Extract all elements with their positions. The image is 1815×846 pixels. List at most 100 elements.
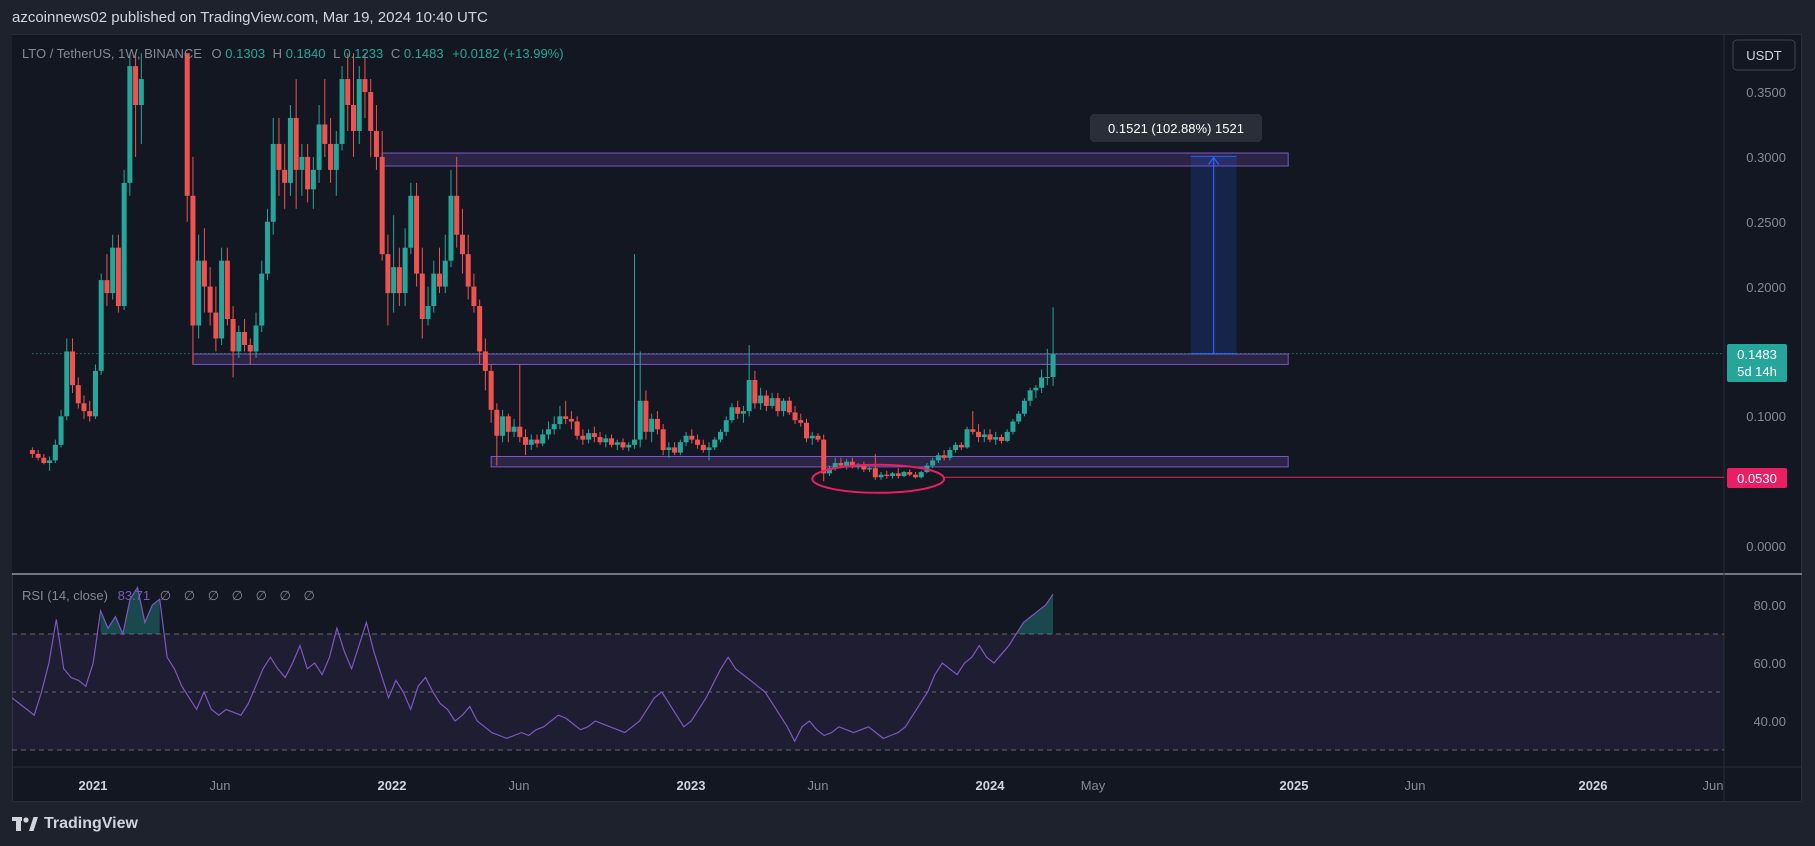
candle-body (322, 124, 328, 144)
candle-body (792, 412, 798, 421)
rsi-legend[interactable]: RSI (14, close) 83.71 ∅ ∅ ∅ ∅ ∅ ∅ ∅ (22, 588, 315, 603)
candle-body (448, 195, 454, 261)
legend-c-label: C (391, 46, 400, 61)
legend-symbol: LTO / TetherUS, 1W, BINANCE (22, 46, 202, 61)
rsi-pane[interactable] (12, 586, 1724, 751)
candle-body (895, 473, 901, 476)
candle-body (1010, 421, 1016, 432)
candle-body (867, 468, 873, 470)
candle-body (970, 429, 976, 432)
candle-body (631, 439, 637, 445)
zone-box (381, 152, 1289, 167)
price-pane[interactable] (12, 35, 1802, 801)
candle-body (138, 79, 144, 106)
candle-body (981, 434, 987, 438)
legend-h-label: H (273, 46, 282, 61)
candle-body (379, 156, 385, 255)
candle-body (695, 439, 701, 445)
tradingview-logo[interactable]: TradingView (12, 815, 138, 833)
candle-body (729, 407, 735, 421)
candle-body (614, 442, 620, 445)
candle-body (878, 474, 884, 478)
candle-body (35, 453, 41, 458)
rsi-line (12, 586, 1054, 743)
candle-body (293, 117, 299, 170)
measure-arrow-head (1208, 156, 1220, 165)
low-ellipse (811, 463, 946, 494)
candle-body (798, 420, 804, 423)
candle-body (471, 286, 477, 307)
candle-body (603, 438, 609, 443)
candle-body (832, 462, 838, 469)
candle-body (299, 156, 305, 170)
candle-body (844, 461, 850, 466)
candle-body (339, 79, 345, 144)
rsi-placeholder: ∅ (256, 588, 267, 603)
candle-body (551, 424, 557, 430)
candle-body (849, 461, 855, 467)
candle-body (1027, 390, 1033, 401)
candle-body (809, 435, 815, 439)
candle-body (190, 195, 196, 326)
candle-body (104, 280, 110, 294)
candle-body (270, 143, 276, 222)
candle-body (557, 416, 563, 425)
candle-body (201, 260, 207, 287)
candle-body (236, 331, 242, 352)
candle-body (643, 400, 649, 432)
candle-body (993, 437, 999, 440)
candle-body (781, 400, 787, 412)
candle-body (110, 247, 116, 294)
candle-body (276, 143, 282, 170)
candle-body (609, 438, 615, 445)
candle-body (64, 351, 70, 417)
candle-body (758, 395, 764, 404)
candle-body (316, 124, 322, 170)
price-tick: 0.2000 (1746, 280, 1786, 295)
candle-body (706, 447, 712, 451)
price-plot (29, 53, 1724, 494)
candle-body (580, 435, 586, 440)
candle-body (700, 444, 706, 451)
candle-body (534, 439, 540, 444)
candle-body (247, 344, 253, 352)
candle-body (890, 473, 896, 476)
candle-body (523, 437, 529, 445)
candle-body (568, 418, 574, 422)
candle-body (563, 416, 569, 419)
time-label: 2023 (677, 778, 706, 793)
zone-box (490, 456, 1289, 468)
candle-body (419, 273, 425, 320)
candle-body (414, 195, 420, 274)
candle-body (224, 260, 230, 320)
candle-body (958, 444, 964, 448)
candle-body (465, 254, 471, 287)
currency-button[interactable] (1732, 39, 1796, 71)
candle-body (75, 385, 81, 404)
candle-body (58, 416, 64, 445)
candle-body (517, 426, 523, 438)
candle-body (712, 439, 718, 448)
candle-body (815, 435, 821, 440)
candle-body (540, 434, 546, 444)
candle-body (998, 437, 1004, 441)
time-label: 2024 (976, 778, 1006, 793)
symbol-legend[interactable]: LTO / TetherUS, 1W, BINANCE O 0.1303 H 0… (22, 46, 564, 61)
legend-l-label: L (333, 46, 340, 61)
price-tick: 0.1000 (1746, 409, 1786, 424)
candle-body (723, 420, 729, 432)
measure-label-box[interactable] (1090, 114, 1262, 142)
candle-body (775, 398, 781, 412)
candle-body (396, 267, 402, 294)
candle-body (328, 143, 334, 170)
candle-body (912, 474, 918, 478)
price-tick: 0.0000 (1746, 539, 1786, 554)
legend-o-value: 0.1303 (225, 46, 265, 61)
candle-body (373, 130, 379, 157)
candle-body (402, 247, 408, 294)
candle-body (717, 431, 723, 440)
candle-body (976, 431, 982, 438)
candle-body (459, 234, 465, 255)
time-label: 2022 (378, 778, 407, 793)
